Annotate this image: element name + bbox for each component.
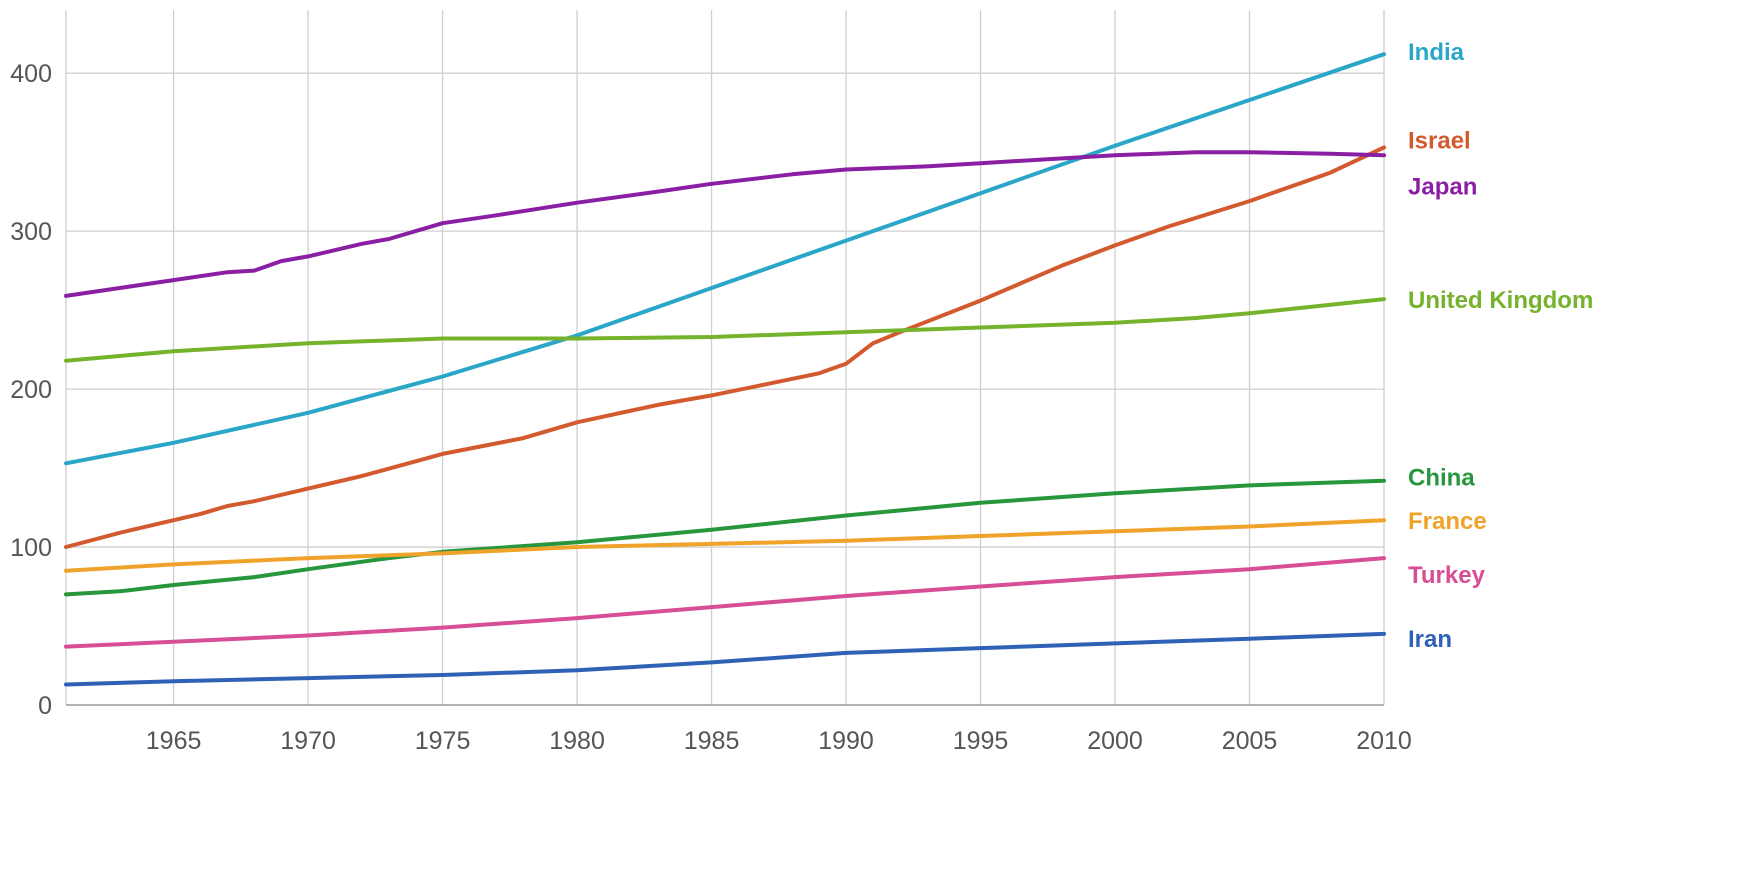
x-tick-label: 1975 xyxy=(415,727,471,755)
series-label-japan: Japan xyxy=(1408,173,1477,200)
x-tick-label: 1995 xyxy=(953,727,1009,755)
series-line-japan xyxy=(64,150,1386,298)
y-tick-label: 300 xyxy=(10,218,52,246)
x-tick-label: 1970 xyxy=(280,727,336,755)
series-label-united-kingdom: United Kingdom xyxy=(1408,287,1593,314)
x-tick-label: 2000 xyxy=(1087,727,1143,755)
axis-layer: 0 100 200 300 400 1965 1970 1975 1980 1985 1990 199… xyxy=(10,60,1412,755)
y-tick-label: 200 xyxy=(10,376,52,404)
series-label-turkey: Turkey xyxy=(1408,562,1486,589)
x-tick-label: 1980 xyxy=(549,727,605,755)
series-label-india: India xyxy=(1408,39,1465,66)
series-label-israel: Israel xyxy=(1408,127,1471,154)
x-tick-label: 1965 xyxy=(146,727,202,755)
label-layer: India Israel Japan United Kingdom China Franc… xyxy=(1408,39,1593,653)
series-line-india xyxy=(64,52,1386,466)
series-line-china xyxy=(64,478,1386,597)
y-tick-label: 100 xyxy=(10,534,52,562)
series-label-china: China xyxy=(1408,465,1475,492)
x-tick-label: 2010 xyxy=(1356,727,1412,755)
series-label-iran: Iran xyxy=(1408,626,1452,653)
series-line-france xyxy=(64,518,1386,573)
series-line-united-kingdom xyxy=(64,297,1386,363)
series-line-iran xyxy=(64,631,1386,687)
x-tick-label: 2005 xyxy=(1222,727,1278,755)
series-layer xyxy=(64,52,1386,687)
y-tick-label: 400 xyxy=(10,60,52,88)
x-tick-label: 1990 xyxy=(818,727,874,755)
series-line-turkey xyxy=(64,556,1386,649)
y-tick-label: 0 xyxy=(38,692,52,720)
series-line-israel xyxy=(64,145,1386,549)
x-tick-label: 1985 xyxy=(684,727,740,755)
series-label-france: France xyxy=(1408,508,1487,535)
grid-layer xyxy=(65,10,1385,705)
